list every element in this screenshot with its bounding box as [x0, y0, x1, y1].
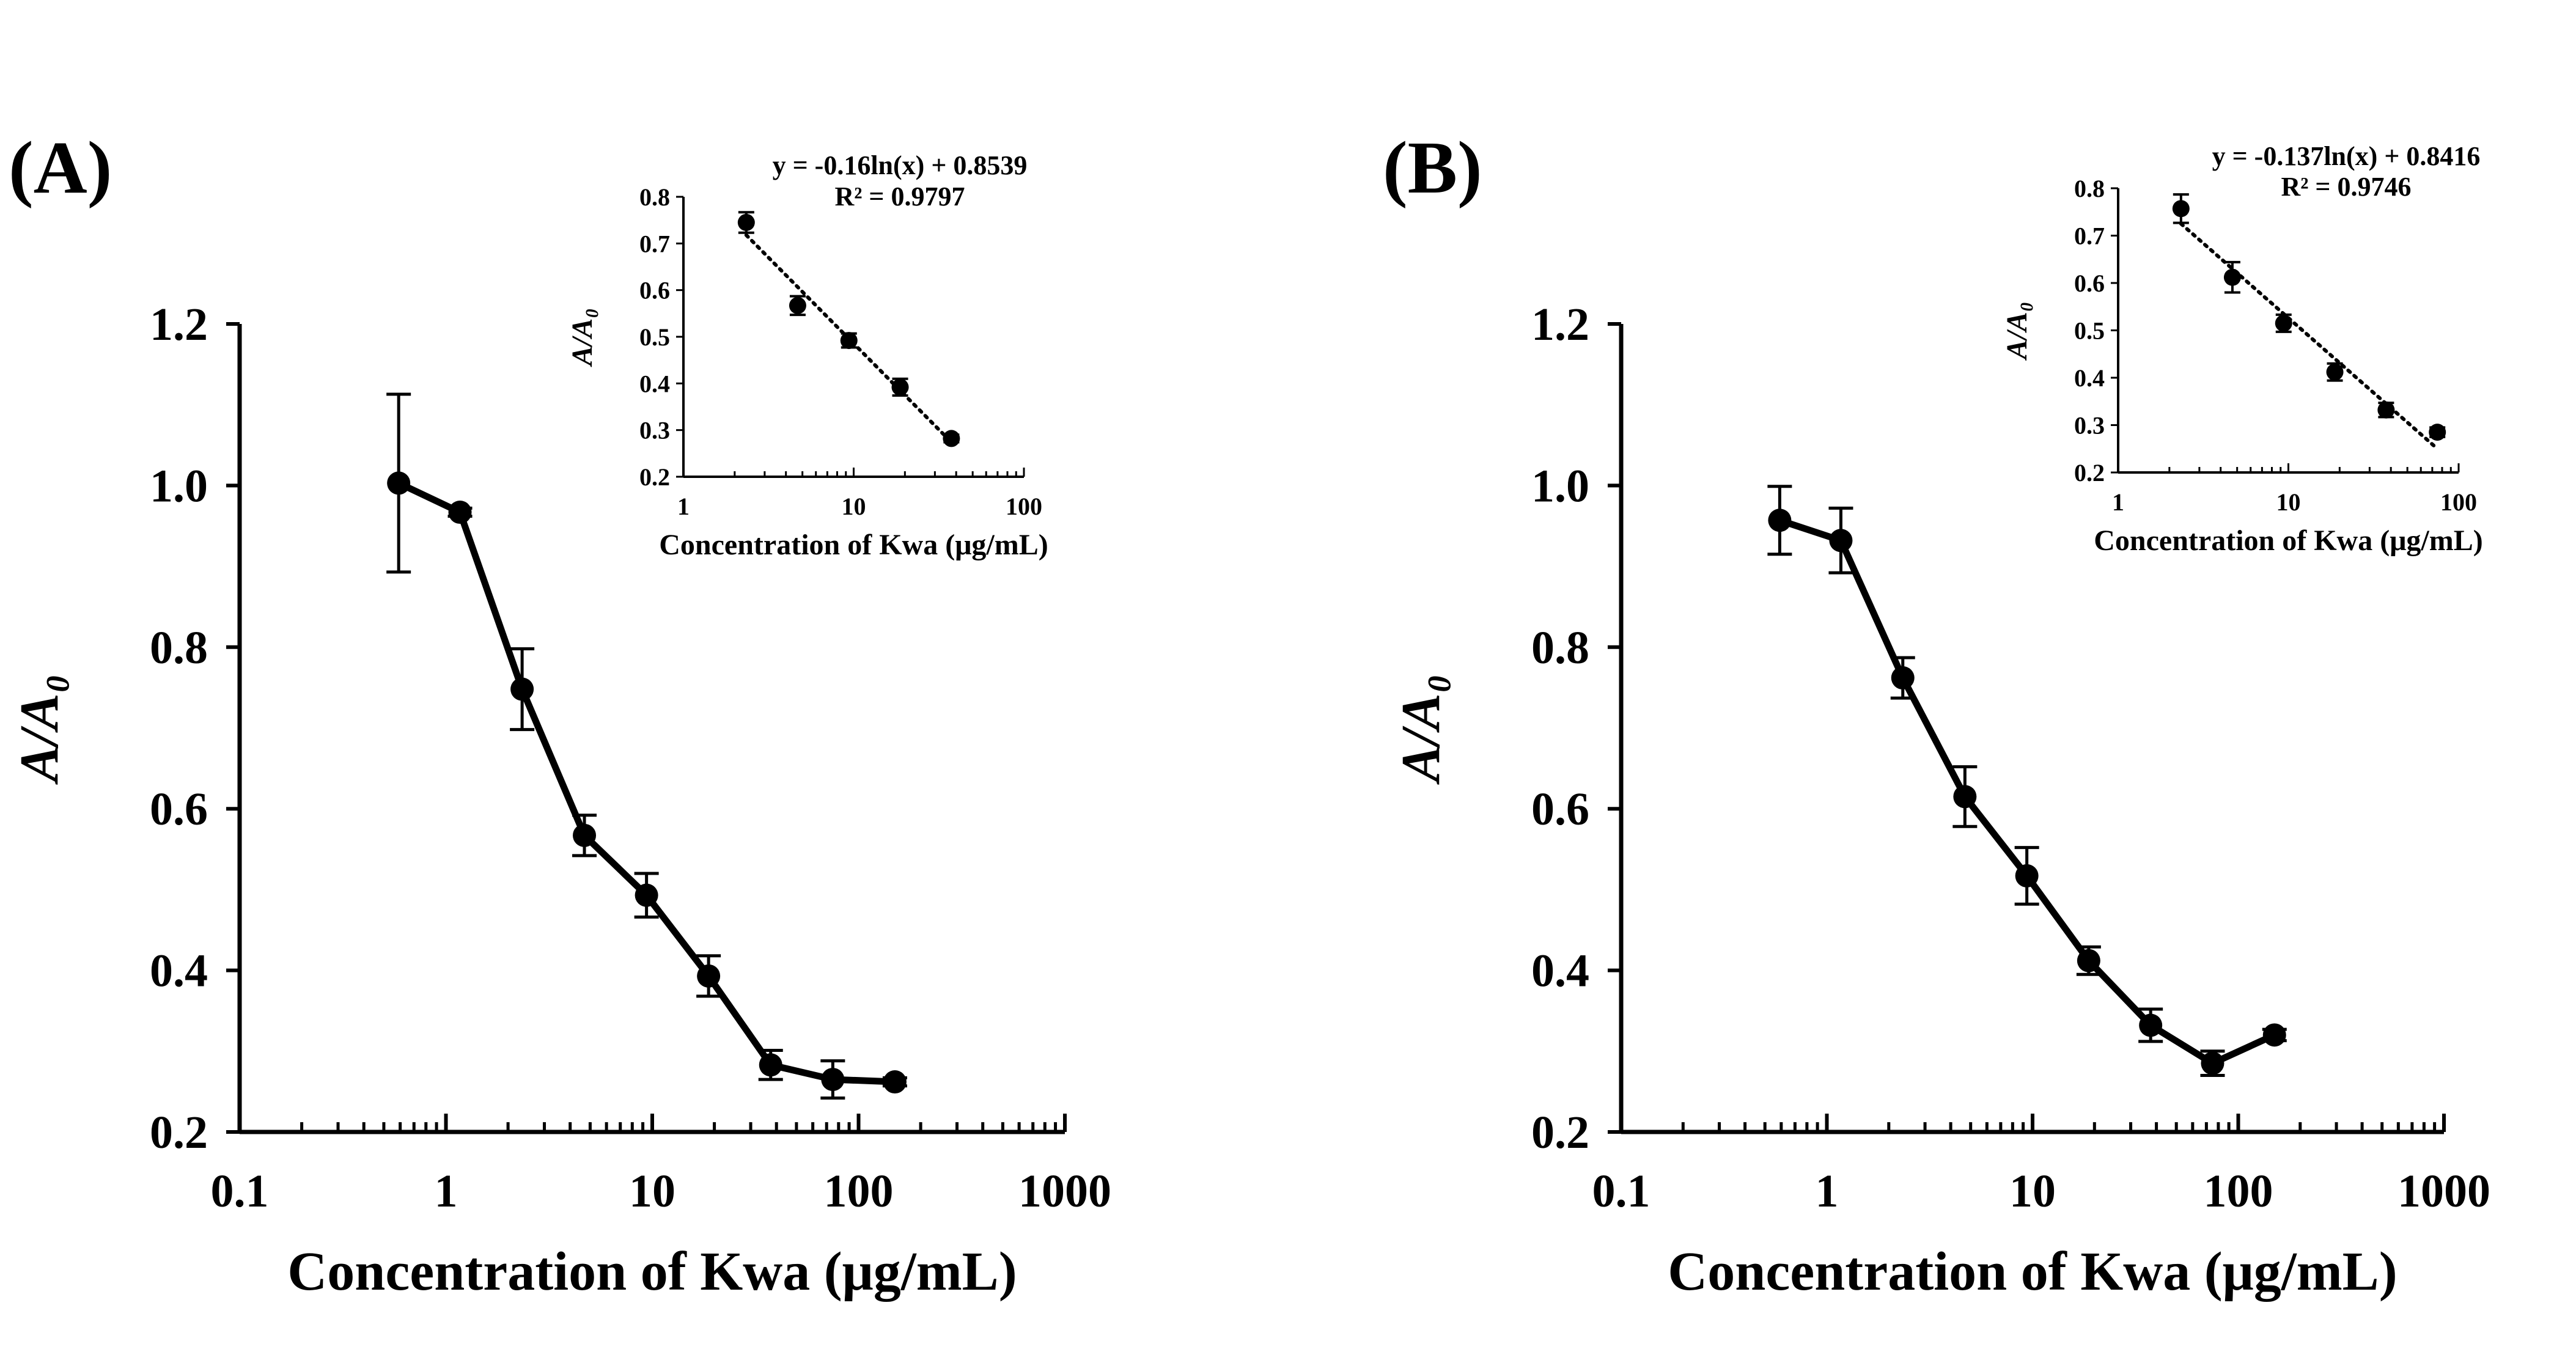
- data-point: [2077, 949, 2100, 972]
- inset-x-tick-label: 10: [2276, 488, 2301, 516]
- inset-data-point: [2223, 268, 2241, 286]
- data-point: [697, 964, 721, 988]
- data-point: [2015, 864, 2039, 887]
- inset-x-axis-label: Concentration of Kwa (μg/mL): [659, 529, 1048, 561]
- data-point: [1953, 785, 1977, 809]
- x-axis-label: Concentration of Kwa (μg/mL): [1668, 1241, 2397, 1302]
- inset-x-tick-label: 1: [2112, 488, 2124, 516]
- inset-y-tick-label: 0.4: [2074, 364, 2105, 392]
- data-point: [1891, 666, 1915, 690]
- inset-y-tick-label: 0.8: [639, 183, 670, 211]
- inset-x-tick-label: 100: [2440, 488, 2477, 516]
- inset-y-tick-label: 0.3: [2074, 412, 2105, 439]
- inset-y-tick-label: 0.3: [639, 417, 670, 444]
- inset-y-tick-label: 0.5: [2074, 317, 2105, 345]
- y-tick-label: 0.6: [1531, 784, 1589, 835]
- data-point: [448, 501, 472, 524]
- y-tick-label: 1.2: [150, 299, 208, 350]
- inset-data-point: [891, 378, 909, 396]
- inset-data-point: [840, 332, 858, 350]
- data-point: [759, 1053, 782, 1077]
- x-tick-label: 0.1: [1592, 1166, 1650, 1217]
- panel-label: (B): [1383, 127, 1482, 209]
- inset-y-tick-label: 0.6: [639, 277, 670, 304]
- panel-b: (B)0.20.40.60.81.01.20.1 1 10 100 1000Concen…: [1383, 127, 2490, 1302]
- fit-equation: y = -0.137ln(x) + 0.8416: [2212, 141, 2481, 171]
- data-point: [635, 883, 658, 907]
- x-axis-label: Concentration of Kwa (μg/mL): [287, 1241, 1017, 1302]
- y-tick-label: 1.0: [1531, 460, 1589, 512]
- inset-data-point: [2326, 363, 2344, 381]
- inset-y-tick-label: 0.4: [639, 370, 670, 397]
- y-tick-label: 1.0: [150, 460, 208, 512]
- inset-x-tick-label: 1: [677, 493, 690, 520]
- inset-data-point: [737, 213, 755, 231]
- y-tick-label: 1.2: [1531, 299, 1589, 350]
- inset-data-point: [2172, 200, 2190, 218]
- y-tick-label: 0.4: [1531, 946, 1589, 997]
- inset-y-tick-label: 0.8: [2074, 175, 2105, 202]
- inset-x-axis-label: Concentration of Kwa (μg/mL): [2094, 524, 2482, 557]
- fit-equation: y = -0.16ln(x) + 0.8539: [773, 150, 1028, 180]
- inset-y-tick-label: 0.5: [639, 323, 670, 351]
- x-tick-label: 10: [2009, 1166, 2056, 1217]
- x-tick-label: 100: [2204, 1166, 2273, 1217]
- data-point: [821, 1068, 845, 1092]
- data-point: [883, 1070, 907, 1094]
- y-tick-label: 0.2: [1531, 1107, 1589, 1158]
- y-tick-label: 0.8: [1531, 622, 1589, 674]
- data-point: [2262, 1023, 2286, 1047]
- x-tick-label: 1: [1816, 1166, 1839, 1217]
- y-tick-label: 0.4: [150, 946, 208, 997]
- inset-y-axis-label: A/A₀: [2001, 301, 2033, 361]
- x-tick-label: 100: [824, 1166, 894, 1217]
- data-point: [2201, 1051, 2225, 1075]
- inset-data-point: [2275, 314, 2292, 332]
- data-line: [1778, 517, 2276, 1067]
- data-point: [2139, 1013, 2163, 1037]
- inset-y-tick-label: 0.7: [639, 230, 670, 257]
- y-tick-label: 0.6: [150, 784, 208, 835]
- x-tick-label: 10: [629, 1166, 675, 1217]
- x-tick-label: 1000: [1018, 1166, 1111, 1217]
- data-line: [397, 480, 896, 1086]
- main-chart: 0.20.40.60.81.01.20.1 1 10 100 1000Concentra…: [9, 299, 1111, 1302]
- r-squared: R² = 0.9746: [2281, 172, 2411, 202]
- y-tick-label: 0.2: [150, 1107, 208, 1158]
- inset-x-tick-label: 10: [842, 493, 866, 520]
- inset-y-tick-label: 0.7: [2074, 222, 2105, 250]
- inset-chart: 0.2 0.3 0.4 0.5 0.6 0.7 0.8 1 10 100 Concentration…: [566, 150, 1048, 561]
- trendline: [2179, 222, 2440, 451]
- inset-y-tick-label: 0.6: [2074, 270, 2105, 297]
- data-point: [387, 471, 411, 495]
- inset-data-point: [2429, 424, 2446, 441]
- r-squared: R² = 0.9797: [834, 182, 965, 211]
- data-point: [510, 677, 534, 701]
- y-tick-label: 0.8: [150, 622, 208, 674]
- inset-y-axis-label: A/A₀: [566, 308, 598, 367]
- inset-y-tick-label: 0.2: [639, 463, 670, 491]
- y-axis-label: A/A₀: [1391, 674, 1451, 785]
- inset-x-tick-label: 100: [1006, 493, 1042, 520]
- inset-data-point: [2377, 401, 2395, 419]
- inset-chart: 0.2 0.3 0.4 0.5 0.6 0.7 0.8 1 10 100 Concentration…: [2001, 141, 2483, 557]
- data-point: [573, 823, 597, 847]
- inset-data-point: [789, 296, 806, 314]
- main-chart: 0.20.40.60.81.01.20.1 1 10 100 1000Concentra…: [1391, 299, 2490, 1302]
- inset-data-point: [943, 430, 960, 447]
- panel-label: (A): [9, 127, 112, 209]
- data-point: [1829, 529, 1853, 553]
- x-tick-label: 0.1: [211, 1166, 269, 1217]
- y-axis-label: A/A₀: [9, 674, 70, 785]
- x-tick-label: 1000: [2398, 1166, 2490, 1217]
- x-tick-label: 1: [435, 1166, 458, 1217]
- data-point: [1768, 509, 1792, 532]
- inset-y-tick-label: 0.2: [2074, 459, 2105, 487]
- panel-a: (A)0.20.40.60.81.01.20.1 1 10 100 1000Concen…: [9, 127, 1111, 1302]
